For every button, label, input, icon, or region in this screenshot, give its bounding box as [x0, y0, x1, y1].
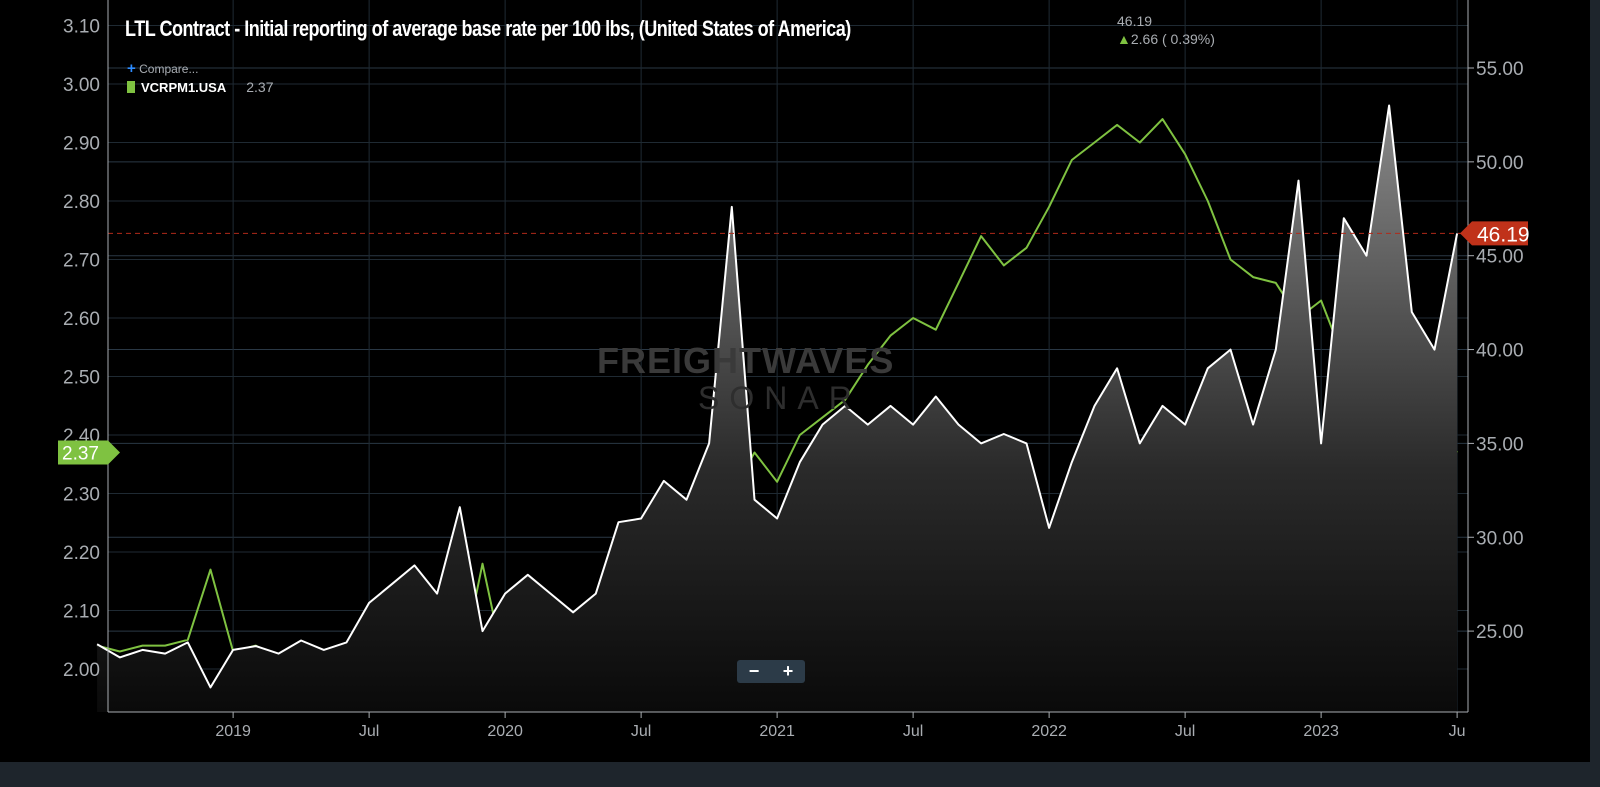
legend-value: 2.37 — [246, 79, 274, 95]
x-axis-tick-label: Jul — [631, 723, 651, 740]
last-value: 46.19 — [1117, 13, 1153, 29]
left-axis-tick-label: 2.70 — [63, 251, 100, 272]
right-axis-tick-label: 40.00 — [1476, 341, 1524, 362]
zoom-control: − + — [737, 660, 805, 683]
left-axis-tick-label: 2.60 — [63, 309, 100, 330]
x-axis-tick-label: 2020 — [487, 723, 523, 740]
right-value-tag-label: 46.19 — [1477, 223, 1530, 246]
left-axis-tick-label: 2.80 — [63, 192, 100, 213]
legend-swatch — [127, 81, 135, 93]
right-axis-tick-label: 50.00 — [1476, 153, 1524, 174]
left-axis-tick-label: 2.90 — [63, 134, 100, 155]
right-value-tag — [1460, 221, 1528, 246]
x-axis-tick-label: Ju — [1449, 723, 1466, 740]
left-axis-tick-label: 2.50 — [63, 368, 100, 389]
right-axis-tick-label: 25.00 — [1476, 622, 1524, 643]
watermark-sonar: SONAR — [698, 380, 862, 416]
chart-title: LTL Contract - Initial reporting of aver… — [125, 16, 851, 41]
left-axis-tick-label: 2.10 — [63, 602, 100, 623]
zoom-in-button[interactable]: + — [782, 661, 794, 681]
watermark-freightwaves: FREIGHTWAVES — [597, 340, 895, 381]
series-area-ltl-contract — [97, 105, 1458, 712]
compare-label: Compare... — [139, 62, 199, 76]
left-axis-tick-label: 3.00 — [63, 75, 100, 96]
left-axis-tick-label: 2.20 — [63, 543, 100, 564]
right-axis-tick-label: 35.00 — [1476, 434, 1524, 455]
plus-icon: + — [127, 60, 136, 77]
legend-item[interactable]: VCRPM1.USA 2.37 — [127, 79, 274, 95]
x-axis-tick-label: 2021 — [759, 723, 795, 740]
change-amount: 2.66 — [1130, 31, 1159, 47]
x-axis-tick-label: 2022 — [1031, 723, 1067, 740]
zoom-out-button[interactable]: − — [748, 661, 760, 681]
x-axis-tick-label: Jul — [1175, 723, 1195, 740]
x-axis-tick-label: Jul — [903, 723, 923, 740]
up-arrow-icon: ▲ — [1117, 31, 1131, 47]
right-axis-tick-label: 55.00 — [1476, 59, 1524, 80]
left-axis-tick-label: 3.10 — [63, 17, 100, 38]
x-axis-tick-label: 2023 — [1303, 723, 1339, 740]
right-axis-tick-label: 30.00 — [1476, 528, 1524, 549]
x-axis-tick-label: 2019 — [215, 723, 251, 740]
compare-button[interactable]: + Compare... — [127, 60, 198, 77]
left-axis-tick-label: 2.00 — [63, 660, 100, 681]
x-axis-tick-label: Jul — [359, 723, 379, 740]
left-value-tag-label: 2.37 — [62, 444, 99, 465]
change-percent: ( 0.39%) — [1162, 31, 1215, 47]
left-axis-tick-label: 2.30 — [63, 485, 100, 506]
change-value: ▲2.66 ( 0.39%) — [1117, 31, 1215, 47]
left-value-tag — [58, 440, 120, 465]
legend-name: VCRPM1.USA — [141, 79, 227, 95]
right-axis-tick-label: 45.00 — [1476, 247, 1524, 268]
